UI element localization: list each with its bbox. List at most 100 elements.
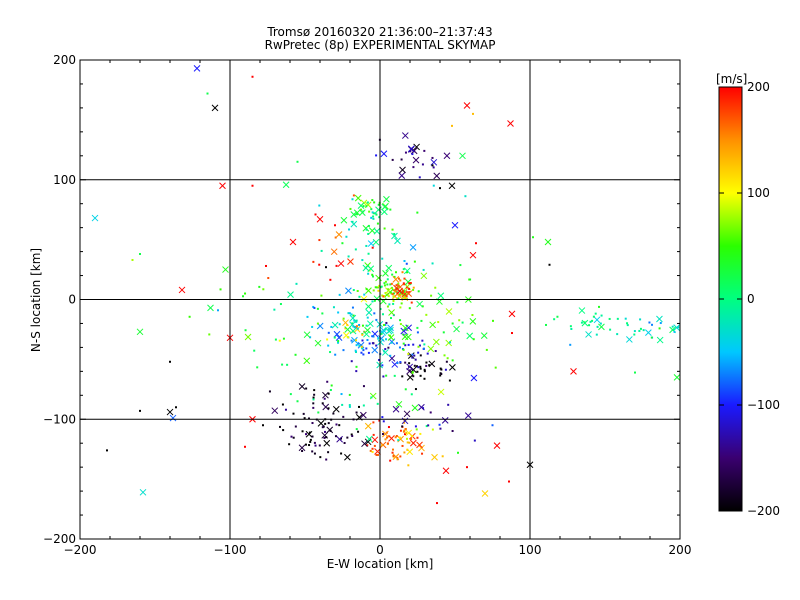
data-point <box>672 328 675 331</box>
data-point <box>327 331 330 334</box>
data-point <box>329 278 332 281</box>
data-point <box>273 308 276 311</box>
data-point <box>365 287 372 295</box>
data-point <box>305 387 308 390</box>
data-point <box>398 172 406 179</box>
data-point <box>338 424 341 427</box>
data-point <box>383 195 390 203</box>
data-point <box>447 403 450 406</box>
data-point <box>382 375 385 378</box>
data-point <box>492 319 495 322</box>
data-point <box>139 488 147 496</box>
data-point <box>400 302 403 305</box>
data-point <box>348 228 351 231</box>
data-point <box>298 444 306 452</box>
data-point <box>404 278 412 286</box>
data-point <box>392 448 395 451</box>
data-point <box>421 452 424 455</box>
data-point <box>323 439 331 447</box>
data-point <box>341 403 344 406</box>
data-point <box>304 443 307 446</box>
data-point <box>648 321 651 324</box>
data-point <box>332 412 335 415</box>
data-point <box>350 313 353 316</box>
data-point <box>414 425 417 428</box>
data-point <box>362 404 365 407</box>
data-point <box>394 436 397 439</box>
data-point <box>396 362 399 365</box>
data-point <box>399 306 402 309</box>
data-point <box>402 324 409 332</box>
data-point <box>412 375 415 378</box>
data-point <box>414 358 417 361</box>
data-point <box>384 348 387 351</box>
data-point <box>386 283 389 286</box>
data-point <box>432 166 435 169</box>
data-point <box>336 435 343 443</box>
data-point <box>407 352 410 355</box>
data-point <box>323 397 326 400</box>
data-point <box>650 336 653 339</box>
data-point <box>327 392 330 395</box>
data-point <box>410 301 413 304</box>
data-point <box>362 224 370 232</box>
data-point <box>425 425 428 428</box>
data-point <box>322 425 325 428</box>
data-point <box>377 286 380 289</box>
data-point <box>313 452 316 455</box>
data-point <box>369 449 372 452</box>
data-point <box>312 402 315 405</box>
data-point <box>439 187 441 190</box>
data-point <box>348 404 351 407</box>
data-point <box>389 459 392 462</box>
data-point <box>544 238 552 246</box>
data-point <box>445 308 453 315</box>
data-point <box>392 405 400 413</box>
data-point <box>349 314 357 322</box>
data-point <box>371 436 379 444</box>
data-point <box>322 391 329 399</box>
data-point <box>314 339 322 347</box>
data-point <box>352 289 355 292</box>
data-point <box>387 346 390 349</box>
data-point <box>396 458 399 461</box>
data-point <box>342 317 345 320</box>
data-point <box>207 304 214 312</box>
data-point <box>384 280 387 283</box>
data-point <box>382 420 385 423</box>
data-point <box>399 166 406 174</box>
data-point <box>393 275 396 278</box>
data-point <box>387 288 390 291</box>
data-point <box>639 318 642 321</box>
data-point <box>178 286 186 294</box>
data-point <box>355 344 358 347</box>
data-point <box>449 341 452 344</box>
data-point <box>366 444 369 447</box>
data-point <box>320 249 323 252</box>
data-point <box>413 260 416 263</box>
data-point <box>265 264 267 267</box>
data-point <box>311 325 314 328</box>
data-point <box>401 425 404 428</box>
data-point <box>305 430 313 438</box>
data-point <box>394 237 401 245</box>
data-point <box>139 409 141 412</box>
data-point <box>290 435 293 438</box>
data-point <box>282 181 290 189</box>
data-point <box>430 294 433 297</box>
data-point <box>405 324 413 332</box>
data-point <box>385 321 388 324</box>
data-point <box>281 403 284 406</box>
data-point <box>480 332 488 339</box>
y-tick-label: −200 <box>43 532 76 546</box>
data-point <box>600 314 603 317</box>
data-point <box>444 368 447 371</box>
data-point <box>392 288 395 291</box>
data-point <box>645 329 652 336</box>
data-point <box>396 292 403 300</box>
data-point <box>431 156 434 159</box>
colorbar-tick-label: −100 <box>747 398 780 412</box>
data-point <box>416 370 419 373</box>
data-point <box>633 330 636 333</box>
data-point <box>508 480 510 483</box>
